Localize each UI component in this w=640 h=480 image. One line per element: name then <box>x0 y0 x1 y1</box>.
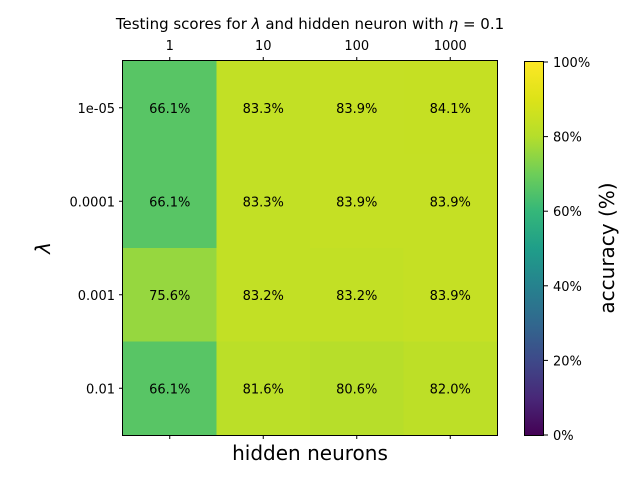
colorbar <box>524 61 544 436</box>
heatmap-cell <box>403 248 498 342</box>
heatmap-cell <box>123 61 217 155</box>
cell-value-label: 83.9% <box>430 195 471 210</box>
heatmap-cell <box>216 248 311 342</box>
heatmap-cell <box>123 154 217 249</box>
cell-value-label: 82.0% <box>430 382 471 397</box>
heatmap-cell-labels: 66.1% 83.3% 83.9% 84.1% 66.1% 83.3% 83.9% 83.9%… <box>149 102 471 398</box>
colorbar-tick-label: 40% <box>553 280 582 295</box>
cell-value-label: 66.1% <box>149 195 190 210</box>
cell-value-label: 80.6% <box>336 382 377 397</box>
y-tick-label: 0.001 <box>78 289 115 304</box>
title-lambda: λ <box>251 15 261 33</box>
title-middle: and hidden neuron with <box>261 15 449 33</box>
cell-value-label: 83.3% <box>243 195 284 210</box>
title-prefix: Testing scores for <box>115 15 252 33</box>
cell-value-label: 66.1% <box>149 102 190 117</box>
cell-value-label: 83.2% <box>336 289 377 304</box>
cell-value-label: 84.1% <box>430 102 471 117</box>
cell-value-label: 75.6% <box>149 289 190 304</box>
y-tick-label: 0.01 <box>86 382 115 397</box>
colorbar-tick-label: 60% <box>553 205 582 220</box>
colorbar-tick-label: 20% <box>553 354 582 369</box>
heatmap-cell <box>310 248 404 342</box>
x-tick-label: 10 <box>255 39 272 54</box>
x-tick-label: 1 <box>166 39 174 54</box>
y-axis-ticks: 1e-05 0.0001 0.001 0.01 <box>70 102 123 397</box>
cell-value-label: 83.9% <box>430 289 471 304</box>
title-suffix: = 0.1 <box>458 15 504 33</box>
cell-value-label: 81.6% <box>243 382 284 397</box>
heatmap-cell <box>310 154 404 249</box>
heatmap-cell <box>403 61 498 155</box>
heatmap-cells <box>123 61 498 436</box>
heatmap-cell <box>123 248 217 342</box>
heatmap-cell <box>216 61 311 155</box>
cell-value-label: 83.2% <box>243 289 284 304</box>
x-tick-label: 100 <box>344 39 369 54</box>
colorbar-ticks: 0% 20% 40% 60% 80% 100% <box>544 56 590 444</box>
cell-value-label: 66.1% <box>149 382 190 397</box>
colorbar-title: accuracy (%) <box>595 182 619 313</box>
heatmap-cell <box>403 154 498 249</box>
heatmap-cell <box>310 341 404 436</box>
heatmap-cell <box>310 61 404 155</box>
colorbar-tick-label: 0% <box>553 429 574 444</box>
y-axis-title: λ <box>31 242 55 255</box>
y-tick-label: 1e-05 <box>77 102 115 117</box>
heatmap-cell <box>216 154 311 249</box>
x-axis-title: hidden neurons <box>232 441 388 465</box>
plot-frame <box>122 60 498 436</box>
x-tick-label: 1000 <box>434 39 467 54</box>
y-tick-label: 0.0001 <box>70 195 116 210</box>
title-eta: η <box>449 15 459 33</box>
cell-value-label: 83.9% <box>336 195 377 210</box>
cell-value-label: 83.9% <box>336 102 377 117</box>
colorbar-tick-label: 80% <box>553 131 582 146</box>
heatmap-cell <box>123 341 217 436</box>
cell-value-label: 83.3% <box>243 102 284 117</box>
x-axis-ticks: 1 10 100 1000 <box>166 39 467 439</box>
chart-title: Testing scores for λ and hidden neuron w… <box>115 15 504 33</box>
heatmap-cell <box>403 341 498 436</box>
heatmap-cell <box>216 341 311 436</box>
colorbar-tick-label: 100% <box>553 56 590 71</box>
